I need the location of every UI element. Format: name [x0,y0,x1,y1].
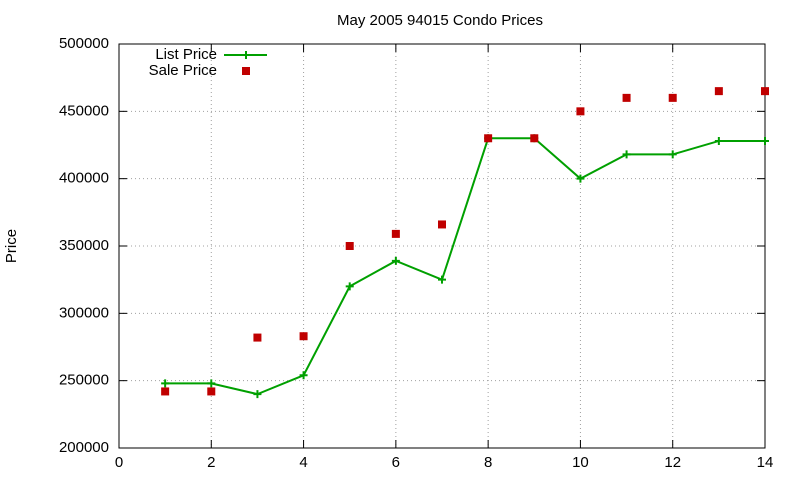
point [161,379,170,388]
point [761,136,769,145]
x-tick-label: 4 [299,454,307,471]
point [391,256,400,265]
y-tick-label: 400000 [59,170,109,187]
point [438,275,446,284]
point [253,333,262,342]
y-tick-label: 250000 [59,372,109,389]
point [714,136,723,145]
legend-label: Sale Price [149,62,217,79]
x-tick-label: 2 [207,454,215,471]
point [576,174,585,183]
legend-label: List Price [155,46,217,63]
point [576,107,585,116]
x-tick-label: 10 [572,454,589,471]
y-tick-label: 350000 [59,237,109,254]
point [345,282,354,291]
chart-title: May 2005 94015 Condo Prices [337,12,543,29]
point [345,242,354,250]
point [761,87,769,96]
legend-marker [242,67,250,75]
point [438,220,446,229]
point [207,379,216,388]
legend-marker [242,51,250,59]
point [530,134,539,143]
point [253,390,262,399]
x-tick-label: 8 [484,454,492,471]
x-tick-label: 6 [392,454,400,471]
point [161,387,170,396]
point [622,93,631,102]
point [622,150,631,159]
plot-frame [118,43,766,449]
point [299,371,308,380]
point [207,387,216,396]
y-axis-label: Price [3,229,20,263]
x-tick-label: 12 [664,454,681,471]
point [714,87,723,96]
point [668,93,677,102]
point [391,229,400,238]
line [165,137,765,396]
point [299,332,308,341]
point [484,134,493,143]
y-tick-label: 450000 [59,102,109,119]
y-tick-label: 200000 [59,439,109,456]
y-tick-label: 300000 [59,304,109,321]
y-tick-label: 500000 [59,35,109,52]
x-tick-label: 14 [757,454,774,471]
x-tick-label: 0 [115,454,123,471]
point [668,150,677,159]
